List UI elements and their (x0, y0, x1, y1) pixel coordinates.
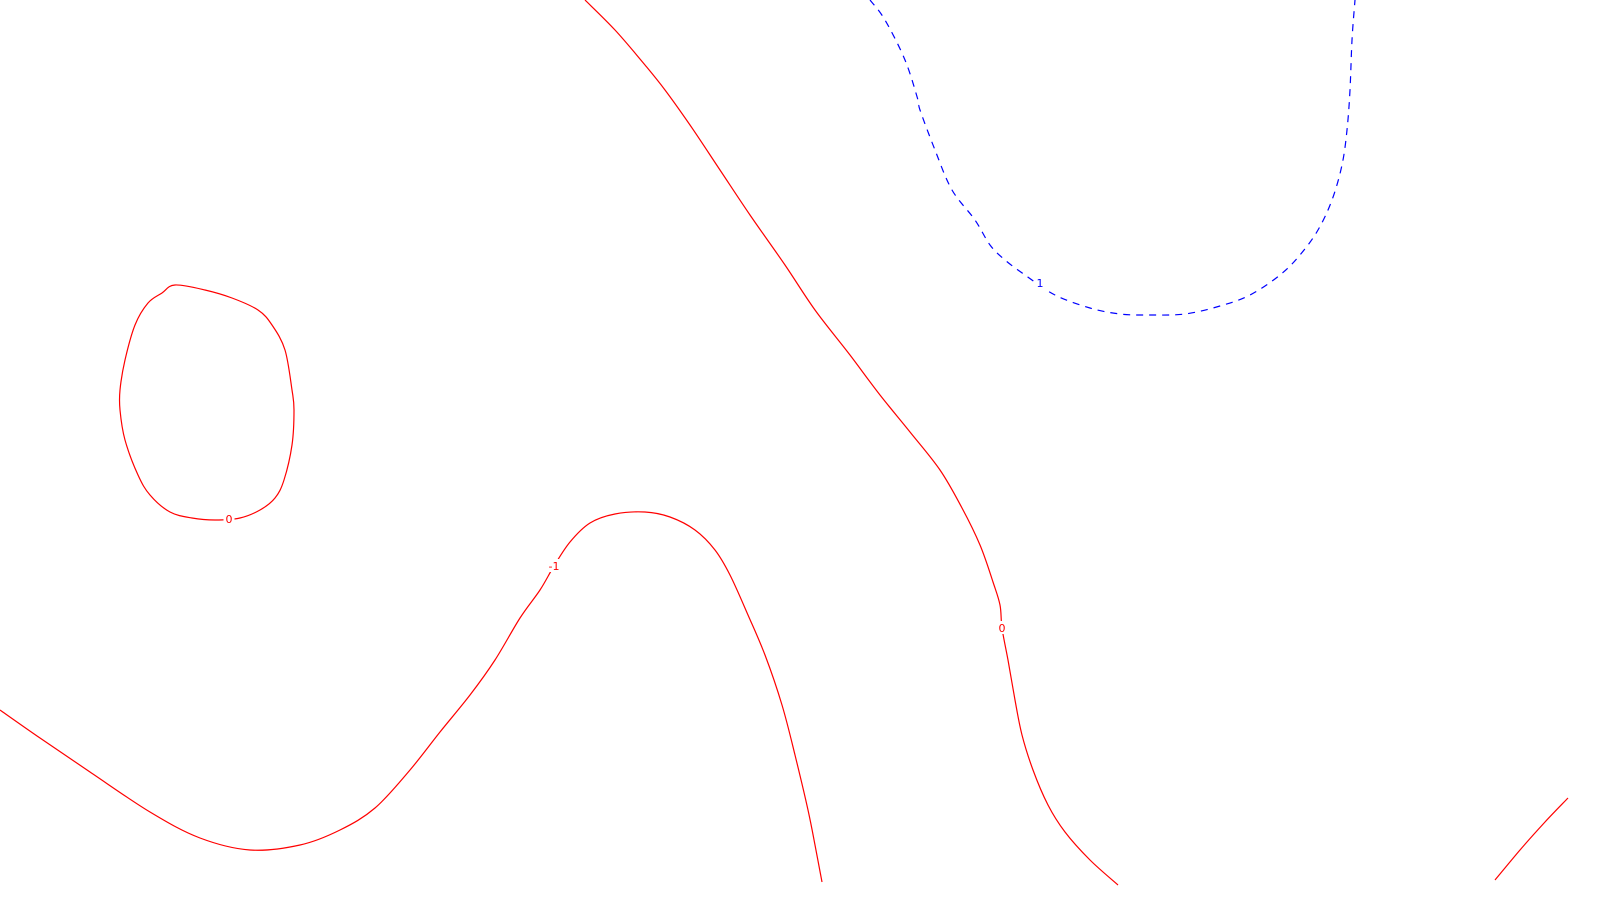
contour-label: 1 (1037, 277, 1044, 290)
contour-label-background (1034, 276, 1046, 289)
contour-line-level-1-0 (869, 0, 1356, 316)
contour-labels: 1 0 0 -1 (223, 276, 1046, 635)
contour-line-level-0-2 (584, 0, 1119, 886)
contour-label: -1 (549, 560, 560, 573)
contour-label: 0 (999, 622, 1006, 635)
contour-line-level-0-3 (1494, 797, 1569, 881)
contour-label: 0 (226, 513, 233, 526)
contour-label-background (545, 559, 563, 572)
contour-label-background (996, 621, 1008, 634)
contour-label-background (223, 512, 235, 525)
